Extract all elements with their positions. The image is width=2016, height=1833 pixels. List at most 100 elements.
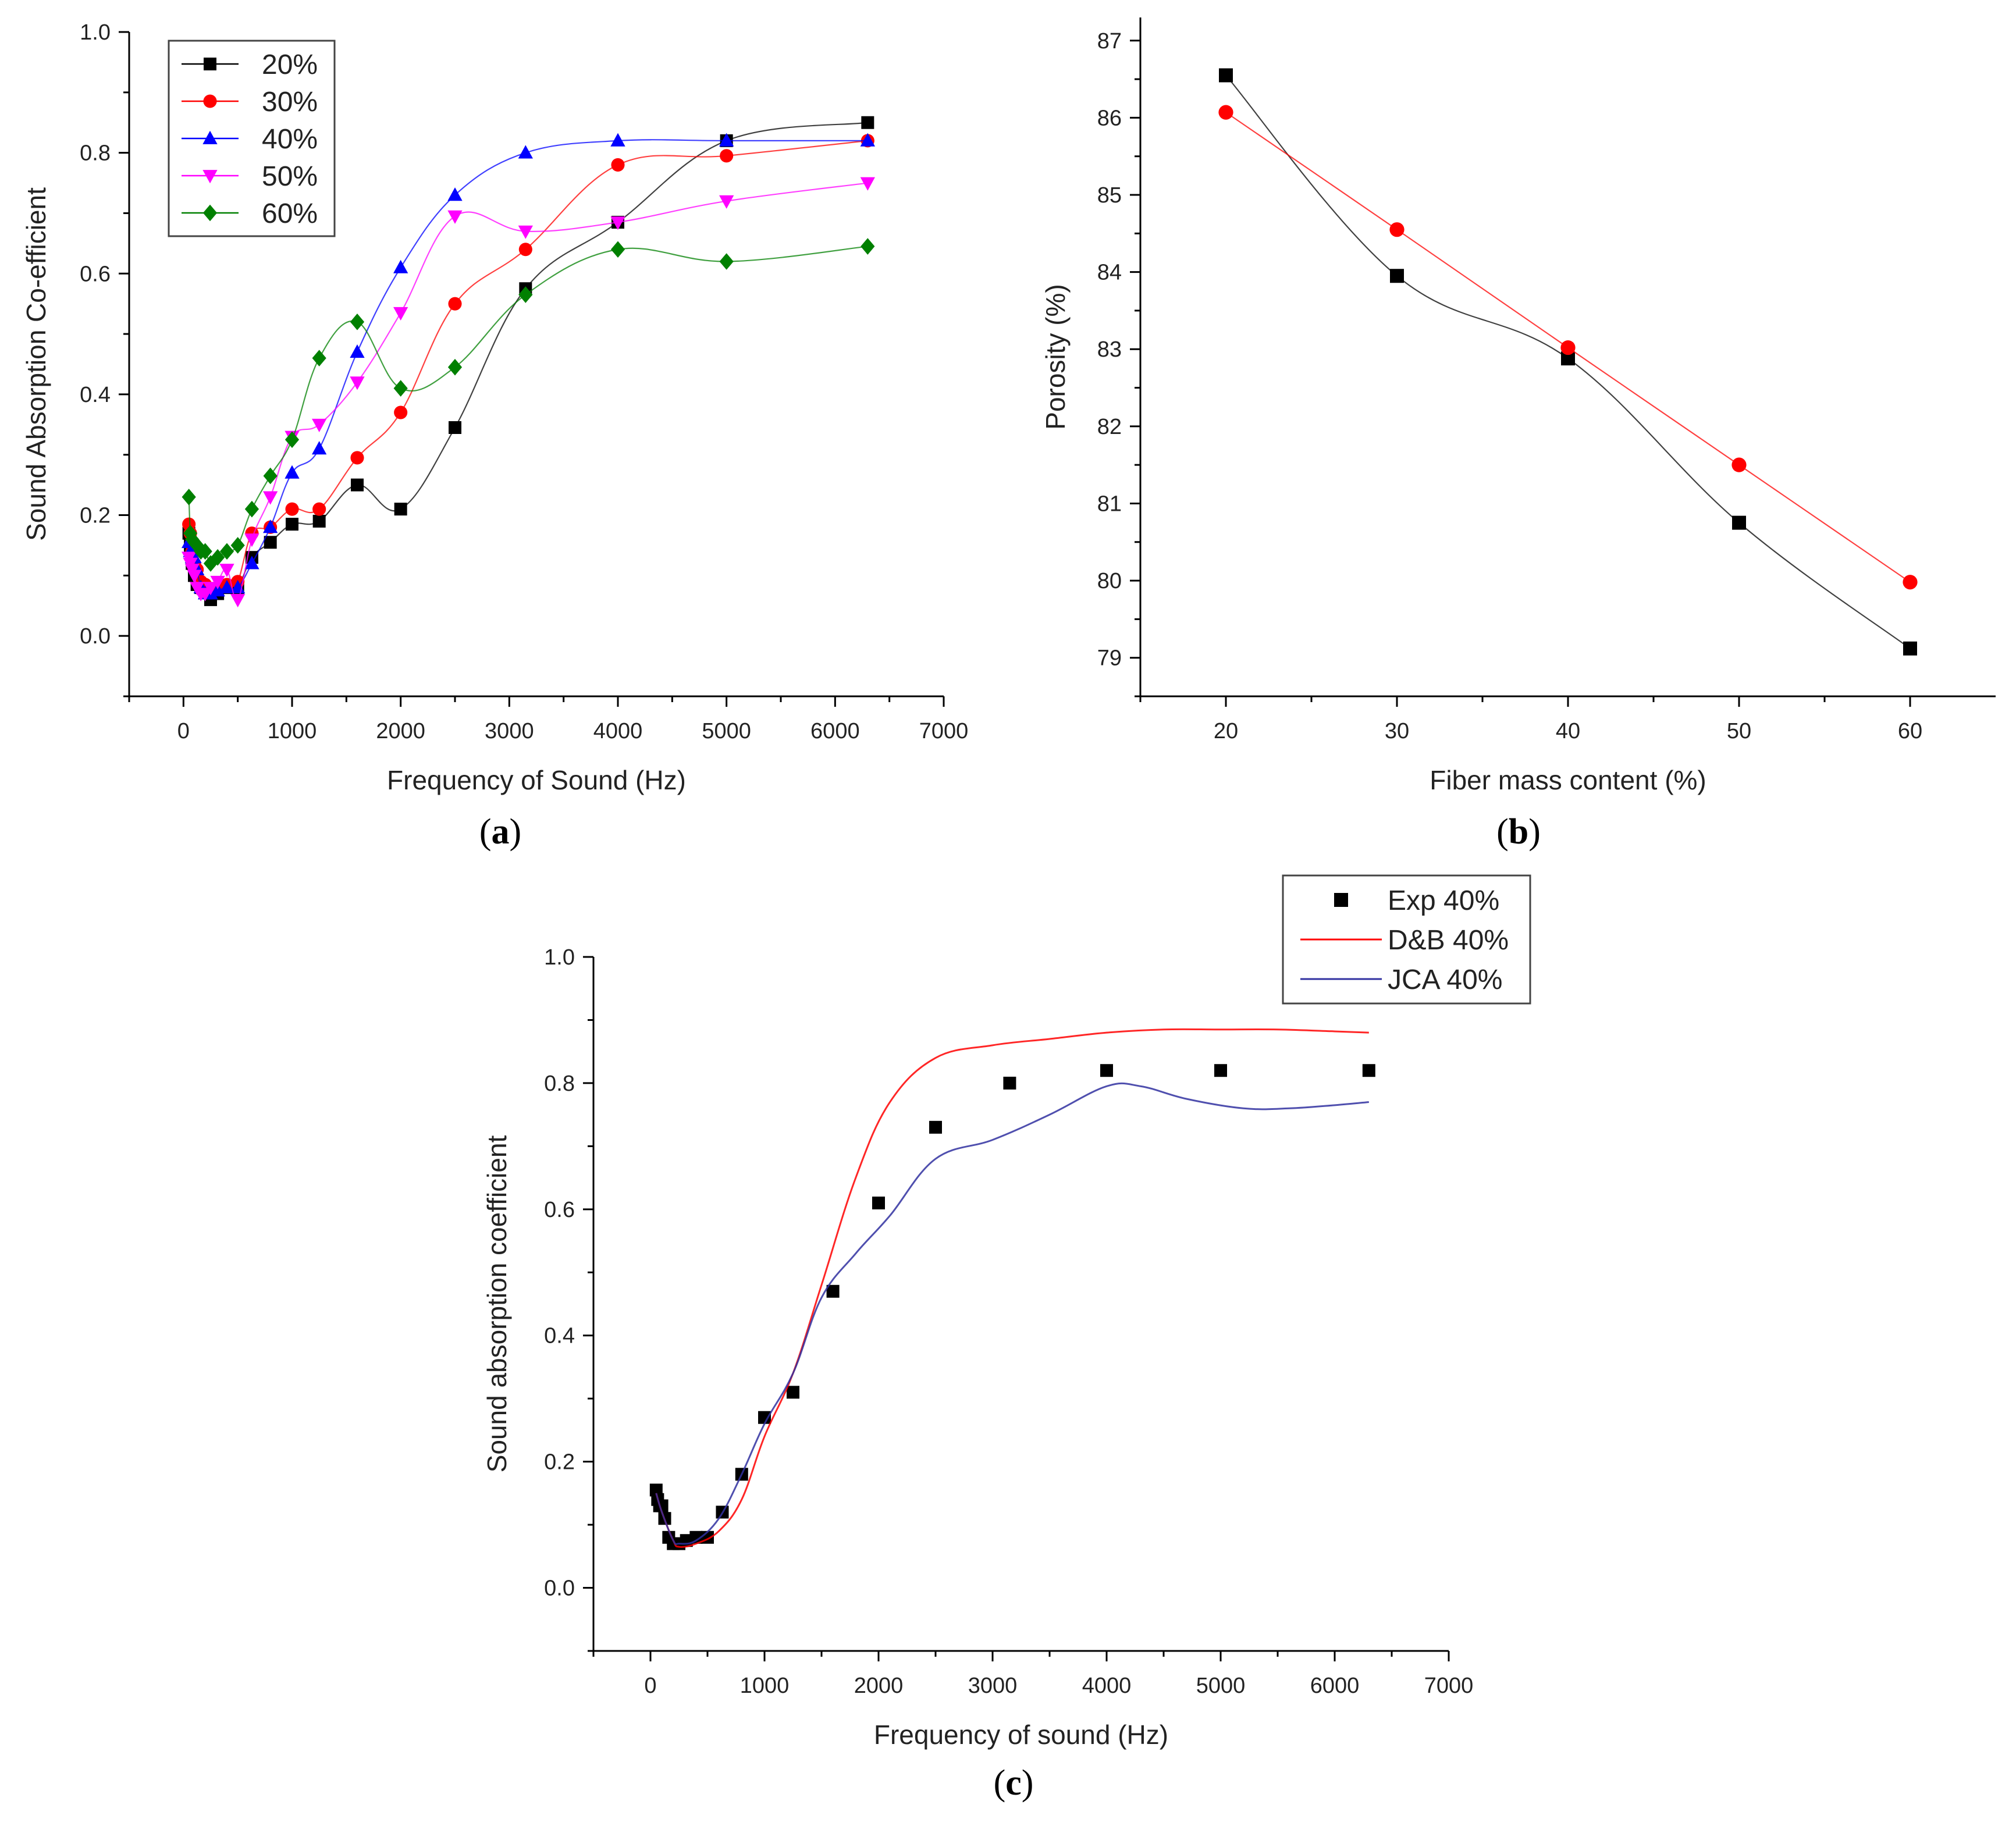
data-point <box>394 405 408 419</box>
data-point <box>447 187 463 201</box>
x-tick-label: 6000 <box>810 719 860 743</box>
x-tick-label: 2000 <box>854 1674 904 1698</box>
x-tick-label: 0 <box>177 719 190 743</box>
data-point <box>312 441 327 455</box>
data-point <box>285 502 299 516</box>
data-point <box>350 314 365 330</box>
data-point <box>1732 515 1746 530</box>
legend-label: 40% <box>262 124 318 155</box>
y-tick-label: 85 <box>1097 183 1122 208</box>
data-point <box>860 177 875 191</box>
x-tick-label: 40 <box>1556 719 1580 743</box>
y-tick-label: 86 <box>1097 106 1122 130</box>
data-point <box>286 518 298 531</box>
legend-marker <box>203 94 217 108</box>
panel-caption: (b) <box>1496 812 1541 852</box>
data-point <box>244 500 259 518</box>
data-point <box>182 489 196 506</box>
series-50% <box>182 177 875 608</box>
series-line-2 <box>1218 105 1918 590</box>
x-tick-label: 7000 <box>919 719 969 743</box>
y-tick-label: 82 <box>1097 415 1122 439</box>
y-axis-label: Sound Absorption Co-efficient <box>21 187 51 541</box>
data-point <box>1100 1064 1113 1077</box>
panel-caption: (a) <box>479 812 521 852</box>
data-point <box>758 1411 771 1424</box>
x-axis-label: Fiber mass content (%) <box>1430 765 1706 795</box>
data-point <box>1903 575 1918 590</box>
x-tick-label: 5000 <box>702 719 751 743</box>
y-tick-label: 0.2 <box>80 504 111 528</box>
data-point <box>1903 641 1917 656</box>
data-point <box>720 149 734 163</box>
series-line-1 <box>1219 68 1917 656</box>
chart-panel-b: 20 30 40 50 60 79 80 81 82 83 84 85 86 87 Fiber mass c… <box>1040 17 1996 852</box>
y-tick-label: 0.0 <box>80 624 111 649</box>
x-tick-label: 6000 <box>1310 1674 1360 1698</box>
data-point <box>787 1386 799 1399</box>
y-tick-label: 1.0 <box>80 20 111 45</box>
data-point <box>610 133 625 147</box>
data-point <box>351 478 364 492</box>
chart-panel-c: 0 1000 2000 3000 4000 5000 6000 7000 0.0 0.2 0.4 0.… <box>482 874 1531 1803</box>
data-point <box>1390 269 1404 283</box>
data-point <box>861 116 874 129</box>
y-tick-label: 80 <box>1097 569 1122 593</box>
data-point <box>447 210 463 224</box>
legend-label: D&B 40% <box>1388 925 1509 956</box>
data-point <box>219 564 234 578</box>
x-tick-label: 1000 <box>740 1674 790 1698</box>
chart-panel-a: 0 1000 2000 3000 4000 5000 6000 7000 0.0 0.2 0.4 0.… <box>21 20 968 852</box>
legend-box <box>1282 874 1531 1005</box>
data-point <box>285 465 300 479</box>
data-point <box>350 344 365 358</box>
data-point <box>230 537 245 554</box>
y-tick-label: 0.4 <box>80 383 111 407</box>
x-tick-label: 0 <box>644 1674 656 1698</box>
series-D&B 40% <box>655 1028 1369 1548</box>
data-point <box>393 259 408 273</box>
y-axis-label: Sound absorption coefficient <box>482 1135 512 1472</box>
legend-label: JCA 40% <box>1388 964 1502 995</box>
data-point <box>826 1284 840 1298</box>
data-point <box>610 241 625 258</box>
data-point <box>244 533 259 547</box>
y-tick-label: 0.0 <box>544 1576 575 1601</box>
data-point <box>518 286 533 303</box>
series-JCA 40% <box>655 1082 1369 1546</box>
data-point <box>689 1531 703 1544</box>
series-line <box>655 1028 1369 1548</box>
x-tick-label: 30 <box>1385 719 1409 743</box>
legend-marker <box>202 130 218 144</box>
y-tick-label: 0.8 <box>544 1072 575 1096</box>
data-point <box>1214 1064 1227 1077</box>
data-point <box>312 350 326 366</box>
data-point <box>203 582 218 596</box>
x-tick-label: 2000 <box>376 719 425 743</box>
legend-label: 20% <box>262 49 318 80</box>
data-point <box>393 307 408 321</box>
x-axis-label: Frequency of sound (Hz) <box>874 1720 1168 1750</box>
data-point <box>1362 1064 1375 1077</box>
data-point <box>263 467 278 485</box>
x-axis-label: Frequency of Sound (Hz) <box>387 765 686 795</box>
data-point <box>263 491 278 505</box>
y-tick-label: 84 <box>1097 261 1122 285</box>
data-point <box>350 451 364 465</box>
legend-label: Exp 40% <box>1388 885 1499 916</box>
data-point <box>518 243 532 257</box>
data-point <box>719 253 734 270</box>
series-60% <box>182 238 875 572</box>
data-point <box>263 519 278 533</box>
x-tick-label: 3000 <box>485 719 534 743</box>
legend-label: 30% <box>262 87 318 118</box>
legend-marker <box>204 58 216 70</box>
x-tick-label: 5000 <box>1196 1674 1246 1698</box>
legend-marker <box>1334 893 1348 907</box>
data-point <box>448 297 462 311</box>
data-point <box>211 549 225 566</box>
data-point <box>449 421 461 435</box>
data-point <box>312 514 326 528</box>
x-tick-label: 60 <box>1898 719 1922 743</box>
data-point <box>312 418 327 433</box>
